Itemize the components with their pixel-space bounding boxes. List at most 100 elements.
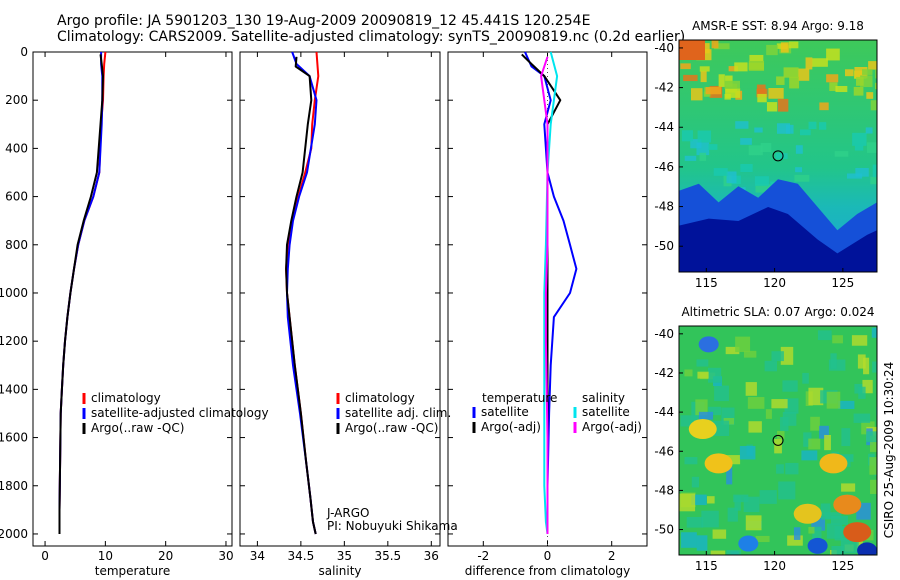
difference-legend-temp-argo: Argo(-adj) [481, 420, 541, 434]
sst-mid-cell [735, 121, 749, 129]
sst-warm-cell [776, 76, 785, 85]
sla-cell [793, 527, 801, 540]
sst_map-xtick-label: 125 [831, 276, 854, 290]
sla-cell [684, 369, 693, 377]
difference-legend-heading-salinity: salinity [582, 391, 625, 405]
sla-cell [777, 430, 785, 440]
sla-cell [708, 367, 722, 383]
sst_map-title: AMSR-E SST: 8.94 Argo: 9.18 [692, 19, 864, 33]
sst-warm-cell [680, 63, 691, 70]
sla-warm-blob [833, 494, 862, 515]
sla-cell [691, 494, 707, 506]
difference-legend-heading-temperature: temperature [482, 391, 557, 405]
depth-tick-label: 1400 [0, 382, 28, 396]
sst-warm-cell [699, 66, 710, 72]
sst-mid-cell [713, 168, 728, 176]
temperature-xlabel: temperature [95, 564, 170, 578]
sla-cell [765, 409, 772, 419]
sla-cell [745, 515, 762, 531]
sst-warm-cell [868, 61, 877, 70]
sst-mid-cell [748, 145, 763, 156]
sla_map-xtick-label: 125 [831, 559, 854, 573]
sst-warm-cell [826, 48, 840, 61]
sla-cell [743, 350, 757, 358]
sla-cell [787, 535, 803, 546]
sst-warm-cell [860, 75, 873, 88]
depth-tick-label: 2000 [0, 527, 28, 541]
sla-cell [684, 457, 698, 465]
sst-warm-cell [875, 82, 877, 90]
temperature-xtick-label: 20 [158, 549, 173, 563]
sst-warm-cell [789, 76, 800, 89]
sla-warm-blob [688, 419, 717, 440]
sst-mid-cell [760, 142, 772, 153]
sla-cell [681, 532, 697, 548]
sla-cell [686, 516, 704, 528]
sla-cell [712, 529, 727, 539]
sla-cell [871, 327, 877, 338]
sst-mid-cell [755, 184, 771, 193]
sla-warm-blob [793, 503, 822, 524]
sla-cell [739, 445, 756, 460]
sla-cell [826, 523, 843, 539]
timestamp-side-label: CSIRO 25-Aug-2009 10:30:24 [882, 362, 896, 538]
sla-cell [841, 428, 851, 447]
sla-cell [857, 354, 866, 369]
sst_map-ytick-label: -50 [654, 239, 674, 253]
sla-cell [764, 360, 778, 372]
sla-cell [843, 553, 856, 555]
sla-cell [726, 549, 742, 555]
difference-series-3 [540, 56, 549, 534]
sla-cell [851, 335, 868, 346]
sst-mid-cell [690, 139, 702, 149]
sst-mid-cell [834, 151, 849, 157]
sst-warm-cell [835, 85, 848, 93]
sst-mid-cell [846, 173, 863, 179]
sst-warm-cell [690, 88, 703, 101]
sst_map-frame [678, 39, 878, 273]
sla-cell [824, 512, 842, 519]
sla-cell [726, 466, 733, 485]
temperature-xtick-label: 10 [98, 549, 113, 563]
sla-cell [819, 425, 829, 439]
sst-mid-cell [854, 145, 864, 151]
sla-cell [870, 435, 877, 452]
sst-warm-cell [768, 87, 784, 99]
sst-warm-cell [870, 100, 877, 111]
depth-tick-label: 400 [5, 141, 28, 155]
sst-mid-cell [699, 152, 707, 161]
sla-cell [725, 346, 740, 355]
sla_map-field [679, 326, 877, 555]
sla-cell [820, 503, 831, 520]
depth-tick-label: 1200 [0, 334, 28, 348]
sst-mid-cell [852, 132, 867, 146]
sla-cell [826, 391, 841, 409]
sla-warm-blob [819, 453, 848, 474]
sla-cell [817, 330, 832, 341]
difference-xlabel: difference from climatology [465, 564, 631, 578]
sla-cell [695, 399, 708, 416]
depth-tick-label: 1600 [0, 431, 28, 445]
sla-cell [808, 438, 821, 450]
sst-mid-cell [740, 164, 753, 173]
depth-tick-label: 1000 [0, 286, 28, 300]
sla_map-ytick-label: -48 [654, 483, 674, 497]
sst_map-ytick-label: -44 [654, 120, 674, 134]
sst-mid-cell [740, 138, 752, 145]
sla-cell [734, 495, 741, 511]
difference-legend-sal-satellite: satellite [582, 405, 630, 419]
sla_map-ytick-label: -50 [654, 523, 674, 537]
sla-cell [785, 462, 799, 475]
sst-warm-cell [718, 74, 725, 87]
sst-warm-cell [788, 41, 799, 49]
sst-mid-cell [876, 122, 877, 132]
sst-warm-cell [780, 42, 789, 53]
sla-cell [782, 380, 798, 392]
sst-warm-cell [829, 82, 838, 92]
sla_map-argo-position-marker [772, 434, 784, 446]
sla-cell [701, 510, 719, 528]
sst-mid-cell [855, 167, 869, 177]
sla-cool-blob [738, 535, 759, 552]
difference-legend-temp-satellite: satellite [481, 405, 529, 419]
project-annotation: J-ARGO [326, 506, 369, 520]
